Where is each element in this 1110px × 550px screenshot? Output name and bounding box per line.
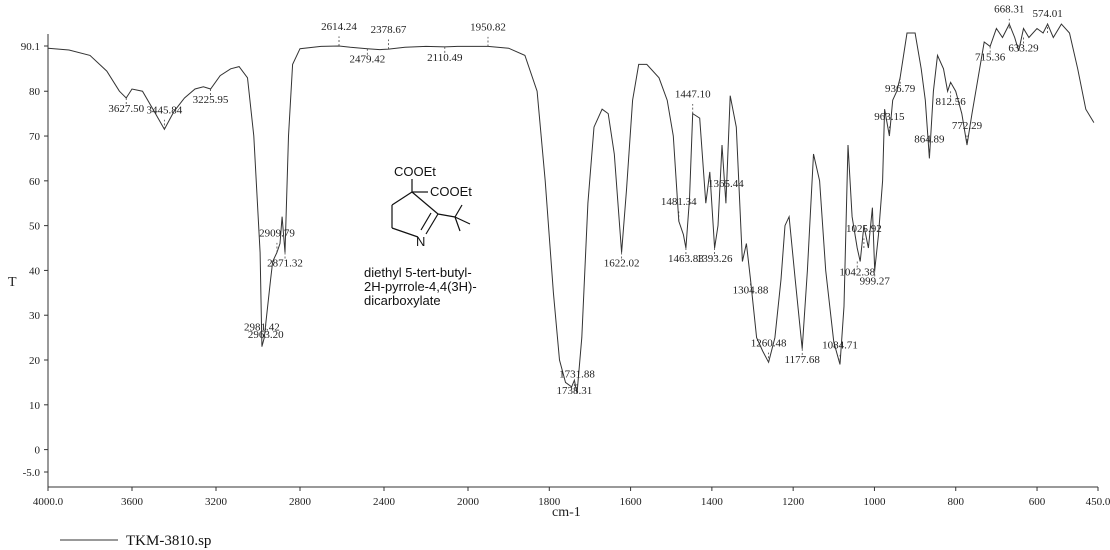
y-tick-label: -5.0 <box>23 467 41 479</box>
legend: TKM-3810.sp <box>60 533 211 549</box>
peak-label: 2871.32 <box>267 258 303 270</box>
y-tick-label: 20 <box>29 355 41 367</box>
peak-label: 633.29 <box>1008 42 1039 54</box>
y-axis-title: T <box>8 275 17 290</box>
legend-label: TKM-3810.sp <box>126 533 211 549</box>
y-axis-ticks: 90.1 80 70 60 50 40 30 20 10 0 -5.0 <box>21 41 48 479</box>
peak-label: 574.01 <box>1032 8 1062 20</box>
peak-label: 812.56 <box>936 96 967 108</box>
peak-label: 668.31 <box>994 4 1024 16</box>
chemical-structure: COOEt COOEt N <box>391 164 472 249</box>
peak-label: 2614.24 <box>321 21 357 33</box>
ring-nitrogen-label: N <box>416 234 425 249</box>
bond-n-c5-double <box>420 212 432 231</box>
peak-label: 715.36 <box>975 51 1006 63</box>
peak-label: 1260.48 <box>751 337 787 349</box>
x-tick-label: 3600 <box>121 496 144 508</box>
peak-label: 2963.20 <box>248 329 284 341</box>
peak-label: 2909.79 <box>259 228 295 240</box>
peak-label: 2981.42 <box>244 322 280 334</box>
peak-label: 1393.26 <box>697 253 733 265</box>
peak-label: 1731.88 <box>559 369 595 381</box>
peak-label: 1463.83 <box>668 253 704 265</box>
x-tick-label: 4000.0 <box>33 496 64 508</box>
bond-tbu-me1 <box>454 204 463 218</box>
peak-label: 999.27 <box>860 275 891 287</box>
x-tick-label: 600 <box>1029 496 1046 508</box>
compound-name: diethyl 5-tert-butyl- 2H-pyrrole-4,4(3H)… <box>364 265 477 308</box>
bond-c5-c4 <box>411 191 439 215</box>
x-tick-label: 1400 <box>701 496 724 508</box>
x-tick-label: 1000 <box>863 496 886 508</box>
peak-label: 1304.88 <box>733 284 769 296</box>
bond-c4-c3 <box>391 191 413 206</box>
x-tick-label: 800 <box>947 496 964 508</box>
x-tick-label: 450.0 <box>1086 496 1110 508</box>
peak-label: 1042.38 <box>839 266 875 278</box>
x-axis-title: cm-1 <box>552 505 581 520</box>
compound-name-line-2: 2H-pyrrole-4,4(3H)- <box>364 279 477 294</box>
peak-label: 1025.92 <box>846 223 882 235</box>
x-tick-label: 2400 <box>373 496 396 508</box>
y-tick-label: 90.1 <box>21 41 40 53</box>
x-tick-label: 1800 <box>538 496 561 508</box>
peak-label: 2479.42 <box>349 54 385 66</box>
peak-label: 1365.44 <box>708 178 744 190</box>
peak-label: 1084.71 <box>822 339 858 351</box>
compound-name-line-1: diethyl 5-tert-butyl- <box>364 265 472 280</box>
bond-tbu-me3 <box>454 216 461 232</box>
bond-n-c5 <box>425 213 439 235</box>
peak-label: 3445.84 <box>146 104 182 116</box>
x-tick-label: 2000 <box>457 496 480 508</box>
peak-label: 1447.10 <box>675 89 711 101</box>
y-tick-label: 40 <box>29 265 41 277</box>
x-tick-label: 3200 <box>205 496 228 508</box>
x-tick-label: 2800 <box>289 496 312 508</box>
peak-label: 963.15 <box>874 111 905 123</box>
substituent-top-label: COOEt <box>394 164 436 179</box>
y-tick-label: 70 <box>29 131 41 143</box>
x-tick-label: 1600 <box>620 496 643 508</box>
peak-label: 864.89 <box>914 133 945 145</box>
y-tick-label: 60 <box>29 176 41 188</box>
peak-label: 1177.68 <box>785 354 821 366</box>
y-tick-label: 80 <box>29 86 41 98</box>
bond-c2-n <box>391 227 419 238</box>
y-tick-label: 0 <box>35 445 41 457</box>
peak-label: 3225.95 <box>193 94 229 106</box>
x-tick-label: 1200 <box>782 496 805 508</box>
peak-label: 936.79 <box>885 83 916 95</box>
peak-label: 1622.02 <box>604 258 640 270</box>
peak-label: 3627.50 <box>108 103 144 115</box>
substituent-mid-label: COOEt <box>430 184 472 199</box>
x-axis-ticks: 4000.0 3600 3200 2800 2400 2000 1800 1600 1400 12… <box>33 487 1110 508</box>
peak-label: 1738.31 <box>556 385 592 397</box>
bond-tbu-me2 <box>454 216 471 225</box>
y-tick-label: 10 <box>29 400 41 412</box>
series-line-tkm-3810 <box>47 22 1095 394</box>
peak-label: 1481.34 <box>661 196 697 208</box>
compound-name-line-3: dicarboxylate <box>364 293 441 308</box>
peak-label: 772.29 <box>952 120 983 132</box>
y-tick-label: 50 <box>29 221 41 233</box>
peak-label: 2378.67 <box>371 24 407 36</box>
y-tick-label: 30 <box>29 310 41 322</box>
peak-label: 1950.82 <box>470 21 506 33</box>
peak-label: 2110.49 <box>427 52 463 64</box>
bond-c5-tbu <box>437 213 456 218</box>
